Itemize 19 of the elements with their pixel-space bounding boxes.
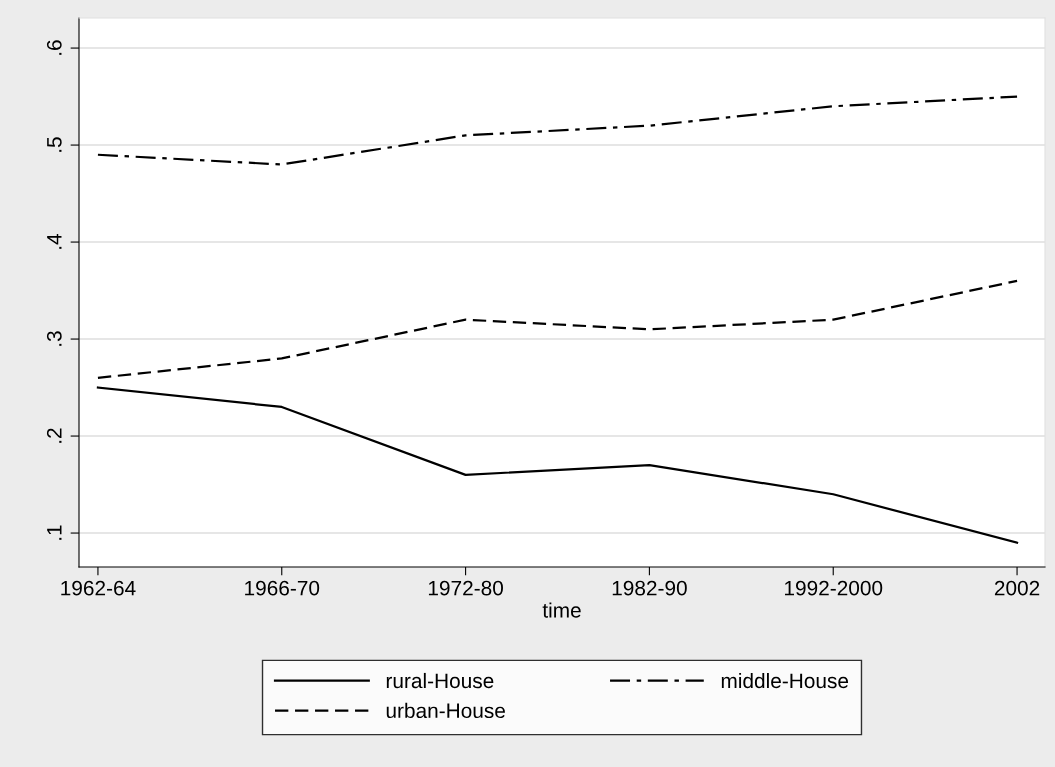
x-tick-label: 1982-90 [612, 580, 687, 596]
x-tick-label: 1962-64 [61, 580, 136, 596]
x-tick-label: 1992-2000 [785, 580, 883, 596]
line-series [96, 279, 1019, 379]
legend-label: urban-House [386, 702, 505, 719]
x-tick-label: 2002 [994, 580, 1040, 596]
y-tick-label: .2 [46, 428, 62, 443]
y-tick-label: .3 [46, 331, 62, 346]
x-axis-title: time [542, 602, 581, 618]
x-tick-label: 1972-80 [428, 580, 503, 596]
line-series [96, 95, 1019, 166]
line-series [96, 386, 1019, 544]
y-tick-label: .5 [47, 137, 62, 152]
y-tick-label: .4 [47, 233, 62, 249]
y-tick-label: .6 [46, 40, 62, 55]
legend-label: rural-House [386, 672, 494, 689]
y-tick-label: .1 [47, 525, 62, 540]
legend-label: middle-House [721, 672, 849, 689]
x-tick-label: 1966-70 [245, 580, 320, 596]
